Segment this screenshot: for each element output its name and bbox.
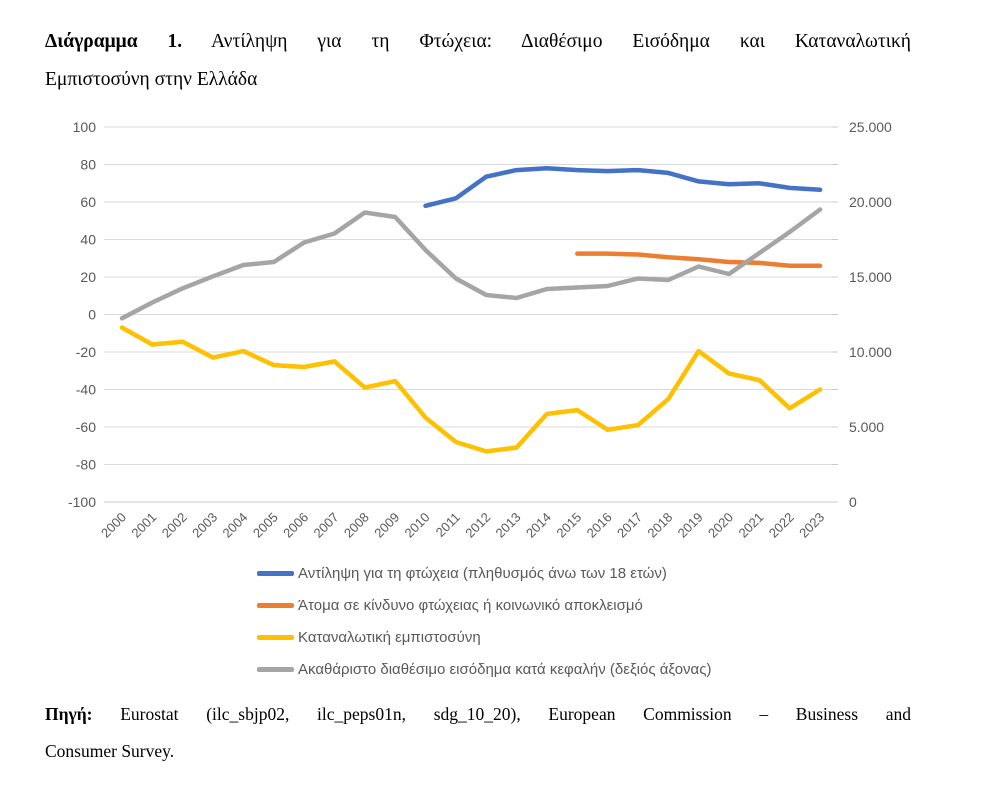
x-axis-tick-label: 2023 bbox=[796, 510, 827, 541]
x-axis-tick-label: 2013 bbox=[493, 510, 524, 541]
x-axis-tick-label: 2021 bbox=[735, 510, 766, 541]
left-axis-tick-label: -80 bbox=[76, 457, 96, 473]
right-axis-tick-label: 25.000 bbox=[849, 119, 892, 135]
legend-label: Ακαθάριστο διαθέσιμο εισόδημα κατά κεφαλ… bbox=[298, 661, 712, 678]
chart-title-line2: Εμπιστοσύνη στην Ελλάδα bbox=[45, 69, 258, 90]
chart-legend: Αντίληψη για τη φτώχεια (πληθυσμός άνω τ… bbox=[257, 564, 711, 679]
series-line bbox=[119, 207, 823, 321]
line-chart: 100 80 60 40 20 0 -20 -40 -60 -80 -100 25.000 20.000… bbox=[68, 119, 892, 541]
right-axis-tick-label: 5.000 bbox=[849, 419, 884, 435]
chart-title: Διάγραμμα 1. Αντίληψη για τη Φτώχεια: Δι… bbox=[45, 23, 911, 99]
x-axis-tick-label: 2005 bbox=[250, 510, 281, 541]
x-axis-tick-label: 2007 bbox=[311, 510, 342, 541]
left-axis-tick-label: 100 bbox=[73, 119, 97, 135]
x-axis-tick-label: 2002 bbox=[159, 510, 190, 541]
source-label: Πηγή: bbox=[45, 704, 93, 724]
legend-label: Αντίληψη για τη φτώχεια (πληθυσμός άνω τ… bbox=[298, 565, 667, 582]
series-line bbox=[423, 166, 823, 209]
legend-label: Άτομα σε κίνδυνο φτώχειας ή κοινωνικό απ… bbox=[298, 597, 643, 614]
left-axis-tick-label: 0 bbox=[88, 307, 96, 323]
left-axis-tick-label: -40 bbox=[76, 382, 96, 398]
x-axis-tick-label: 2003 bbox=[189, 510, 220, 541]
legend-swatch bbox=[257, 635, 294, 640]
series-line bbox=[119, 325, 823, 454]
left-axis-tick-label: 60 bbox=[80, 194, 96, 210]
legend-swatch bbox=[257, 667, 294, 672]
legend-swatch bbox=[257, 603, 294, 608]
x-axis-tick-label: 2011 bbox=[433, 510, 463, 540]
legend-label: Καταναλωτική εμπιστοσύνη bbox=[298, 629, 481, 646]
source-note: Πηγή: Eurostat (ilc_sbjp02, ilc_peps01n,… bbox=[45, 696, 911, 770]
x-axis-tick-label: 2018 bbox=[644, 510, 675, 541]
x-axis-tick-label: 2009 bbox=[371, 510, 402, 541]
x-axis-tick-label: 2012 bbox=[462, 510, 493, 541]
x-axis-tick-label: 2019 bbox=[675, 510, 706, 541]
x-axis-tick-label: 2020 bbox=[705, 510, 736, 541]
legend-item: Καταναλωτική εμπιστοσύνη bbox=[257, 628, 711, 647]
x-axis-tick-label: 2004 bbox=[219, 510, 250, 541]
right-axis-tick-label: 15.000 bbox=[849, 269, 892, 285]
source-text: Eurostat (ilc_sbjp02, ilc_peps01n, sdg_1… bbox=[92, 704, 911, 724]
left-axis-tick-label: -60 bbox=[76, 419, 96, 435]
legend-item: Άτομα σε κίνδυνο φτώχειας ή κοινωνικό απ… bbox=[257, 596, 711, 615]
left-axis-tick-label: 80 bbox=[80, 157, 96, 173]
x-axis-tick-label: 2017 bbox=[614, 510, 645, 541]
series-line bbox=[575, 251, 823, 269]
chart-title-text: Αντίληψη για τη Φτώχεια: Διαθέσιμο Εισόδ… bbox=[182, 31, 911, 52]
source-line1: Πηγή: Eurostat (ilc_sbjp02, ilc_peps01n,… bbox=[45, 696, 911, 733]
x-axis-tick-label: 2006 bbox=[280, 510, 311, 541]
right-axis-tick-label: 20.000 bbox=[849, 194, 892, 210]
left-axis-tick-label: -20 bbox=[76, 344, 96, 360]
x-axis-tick-label: 2022 bbox=[766, 510, 797, 541]
chart-title-line1: Διάγραμμα 1. Αντίληψη για τη Φτώχεια: Δι… bbox=[45, 23, 911, 61]
legend-item: Ακαθάριστο διαθέσιμο εισόδημα κατά κεφαλ… bbox=[257, 660, 711, 679]
x-axis-tick-label: 2001 bbox=[128, 510, 159, 541]
x-axis-tick-label: 2016 bbox=[584, 510, 615, 541]
legend-swatch bbox=[257, 571, 294, 576]
right-axis-tick-label: 10.000 bbox=[849, 344, 892, 360]
x-axis-tick-label: 2010 bbox=[402, 510, 433, 541]
x-axis-tick-label: 2000 bbox=[98, 510, 129, 541]
legend-item: Αντίληψη για τη φτώχεια (πληθυσμός άνω τ… bbox=[257, 564, 711, 583]
chart-title-number: Διάγραμμα 1. bbox=[45, 31, 183, 52]
x-axis-tick-label: 2008 bbox=[341, 510, 372, 541]
left-axis-tick-label: 20 bbox=[80, 269, 96, 285]
source-line2: Consumer Survey. bbox=[45, 741, 175, 761]
left-axis-tick-label: -100 bbox=[68, 494, 96, 510]
x-axis-tick-label: 2015 bbox=[553, 510, 584, 541]
right-axis-tick-label: 0 bbox=[849, 494, 857, 510]
x-axis-tick-label: 2014 bbox=[523, 510, 554, 541]
left-axis-tick-label: 40 bbox=[80, 232, 96, 248]
